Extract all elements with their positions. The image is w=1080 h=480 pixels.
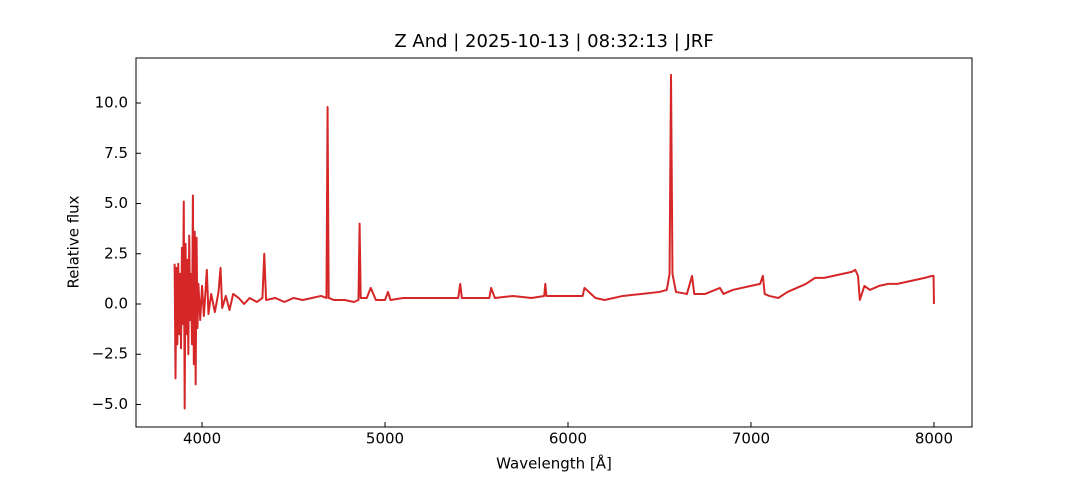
x-tick-label: 4000 [183,430,221,448]
chart-title: Z And | 2025-10-13 | 08:32:13 | JRF [394,31,713,52]
x-tick-label: 7000 [732,430,770,448]
y-tick-label: 10.0 [95,94,128,112]
spectrum-line [173,73,935,410]
y-tick-label: 0.0 [104,295,128,313]
x-axis-label: Wavelength [Å] [496,454,612,473]
y-tick-label: 7.5 [104,144,128,162]
y-axis-label: Relative flux [65,195,83,288]
y-tick-label: −5.0 [92,395,128,413]
plot-frame [135,57,973,428]
x-tick-label: 6000 [549,430,587,448]
y-tick-label: 2.5 [104,244,128,262]
x-tick-label: 5000 [366,430,404,448]
y-tick-label: −2.5 [92,345,128,363]
y-tick-label: 5.0 [104,194,128,212]
x-tick-label: 8000 [915,430,953,448]
